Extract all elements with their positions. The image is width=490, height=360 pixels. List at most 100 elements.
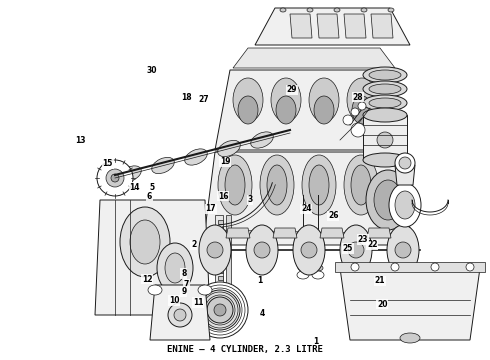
Ellipse shape (97, 160, 133, 196)
Ellipse shape (218, 155, 252, 215)
Ellipse shape (363, 153, 407, 167)
Ellipse shape (466, 263, 474, 271)
Text: 28: 28 (352, 93, 363, 102)
Ellipse shape (148, 285, 162, 295)
Ellipse shape (192, 282, 248, 338)
Text: 4: 4 (260, 309, 265, 318)
Bar (218, 255, 223, 259)
Ellipse shape (111, 174, 119, 182)
Ellipse shape (165, 253, 185, 283)
Text: 23: 23 (357, 235, 368, 244)
Ellipse shape (395, 191, 415, 219)
Ellipse shape (214, 304, 226, 316)
Ellipse shape (309, 165, 329, 205)
Ellipse shape (225, 165, 245, 205)
Ellipse shape (106, 169, 124, 187)
Ellipse shape (363, 67, 407, 83)
Ellipse shape (347, 78, 377, 122)
Ellipse shape (271, 78, 301, 122)
Ellipse shape (389, 183, 421, 227)
Polygon shape (320, 228, 344, 238)
Ellipse shape (340, 225, 372, 275)
Ellipse shape (260, 155, 294, 215)
Bar (218, 262, 223, 266)
Ellipse shape (119, 166, 141, 182)
Ellipse shape (152, 157, 174, 174)
Bar (218, 241, 223, 245)
Text: 22: 22 (367, 240, 378, 249)
Ellipse shape (366, 170, 410, 230)
Ellipse shape (301, 242, 317, 258)
Ellipse shape (361, 8, 367, 12)
Polygon shape (273, 228, 297, 238)
Polygon shape (255, 8, 410, 45)
Ellipse shape (343, 115, 353, 125)
Ellipse shape (377, 132, 393, 148)
Text: 30: 30 (147, 66, 157, 75)
Ellipse shape (307, 8, 313, 12)
Text: 15: 15 (102, 159, 113, 168)
Ellipse shape (363, 108, 407, 122)
Ellipse shape (200, 290, 240, 330)
Ellipse shape (120, 207, 170, 277)
Ellipse shape (374, 180, 402, 220)
Ellipse shape (387, 225, 419, 275)
Ellipse shape (157, 243, 193, 293)
Polygon shape (226, 228, 250, 238)
Text: 3: 3 (247, 195, 252, 204)
Ellipse shape (400, 333, 420, 343)
Polygon shape (367, 228, 391, 238)
Bar (215, 215, 223, 305)
Ellipse shape (156, 313, 174, 331)
Ellipse shape (369, 70, 401, 80)
Ellipse shape (391, 263, 399, 271)
Text: 9: 9 (181, 287, 186, 296)
Bar (226, 215, 231, 305)
Ellipse shape (395, 153, 415, 173)
Text: 2: 2 (191, 240, 196, 249)
Ellipse shape (399, 157, 411, 169)
Ellipse shape (161, 318, 169, 326)
Bar (218, 220, 223, 224)
Ellipse shape (351, 108, 359, 116)
Text: 1: 1 (257, 276, 262, 285)
Text: 25: 25 (343, 244, 353, 253)
Ellipse shape (351, 263, 359, 271)
Bar (218, 248, 223, 252)
Ellipse shape (207, 297, 233, 323)
Polygon shape (233, 48, 395, 68)
Ellipse shape (431, 263, 439, 271)
Ellipse shape (358, 102, 366, 110)
Text: ENINE – 4 CYLINDER, 2.3 LITRE: ENINE – 4 CYLINDER, 2.3 LITRE (167, 345, 323, 354)
Ellipse shape (363, 81, 407, 97)
Text: 18: 18 (181, 93, 192, 102)
Ellipse shape (309, 78, 339, 122)
Text: 5: 5 (149, 183, 154, 192)
Ellipse shape (363, 95, 407, 111)
Ellipse shape (251, 132, 273, 148)
Text: 13: 13 (75, 136, 86, 145)
Text: 1: 1 (314, 338, 318, 346)
Ellipse shape (312, 271, 324, 279)
Text: 19: 19 (220, 158, 231, 166)
Polygon shape (344, 14, 366, 38)
Ellipse shape (233, 78, 263, 122)
Ellipse shape (130, 220, 160, 264)
Text: 27: 27 (198, 94, 209, 104)
Bar (218, 227, 223, 231)
Text: 17: 17 (205, 204, 216, 213)
Ellipse shape (395, 242, 411, 258)
Ellipse shape (369, 84, 401, 94)
Text: 29: 29 (286, 85, 297, 94)
Text: 7: 7 (184, 280, 189, 289)
Text: 12: 12 (142, 274, 152, 284)
Text: 11: 11 (193, 298, 204, 307)
Ellipse shape (280, 8, 286, 12)
Ellipse shape (313, 265, 323, 271)
Text: 26: 26 (328, 211, 339, 220)
Ellipse shape (297, 271, 309, 279)
Ellipse shape (293, 225, 325, 275)
Ellipse shape (302, 155, 336, 215)
Ellipse shape (298, 265, 308, 271)
Text: 10: 10 (169, 296, 179, 305)
